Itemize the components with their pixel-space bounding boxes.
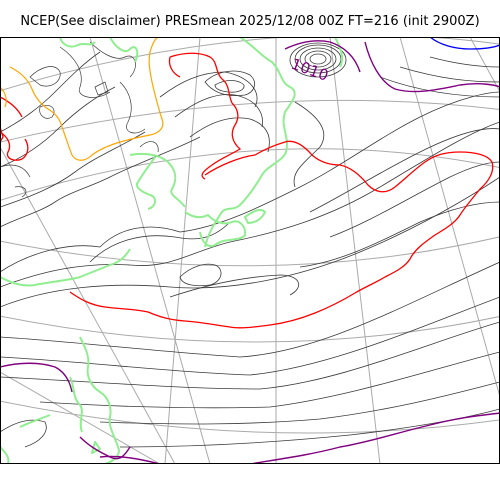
coastline (80, 337, 119, 464)
isobar (120, 409, 500, 447)
isobar (0, 122, 500, 287)
isobar (175, 94, 263, 127)
contour-orange (0, 37, 163, 160)
isobar (100, 382, 500, 424)
coastline (335, 37, 342, 67)
coastline (60, 37, 95, 47)
latitude-line (0, 100, 500, 147)
pressure-map: 1010 (0, 37, 500, 464)
isobar (0, 322, 500, 389)
isobar (180, 264, 221, 286)
longitude-line (0, 372, 160, 464)
coastline (205, 37, 295, 247)
isobar (0, 132, 145, 207)
isobar (0, 87, 115, 167)
latitude-line (0, 149, 500, 207)
isobar (430, 57, 500, 67)
coastline (0, 447, 8, 464)
isobar (170, 275, 299, 297)
isobar-cluster (0, 42, 158, 197)
isobars (0, 52, 500, 447)
isobar (0, 297, 500, 375)
contour-label-1010: 1010 (289, 55, 331, 85)
isobar (0, 420, 46, 447)
isobar (190, 118, 269, 152)
isobar (0, 52, 100, 132)
isobar (0, 262, 500, 357)
isobar (400, 67, 500, 82)
latitude-line (0, 232, 500, 266)
coastline (70, 377, 82, 432)
isobar (215, 81, 244, 93)
isobar (90, 222, 230, 262)
map-title: NCEP(See disclaimer) PRESmean 2025/12/08… (0, 14, 500, 29)
isobar (294, 102, 324, 187)
longitude-line (165, 37, 200, 464)
